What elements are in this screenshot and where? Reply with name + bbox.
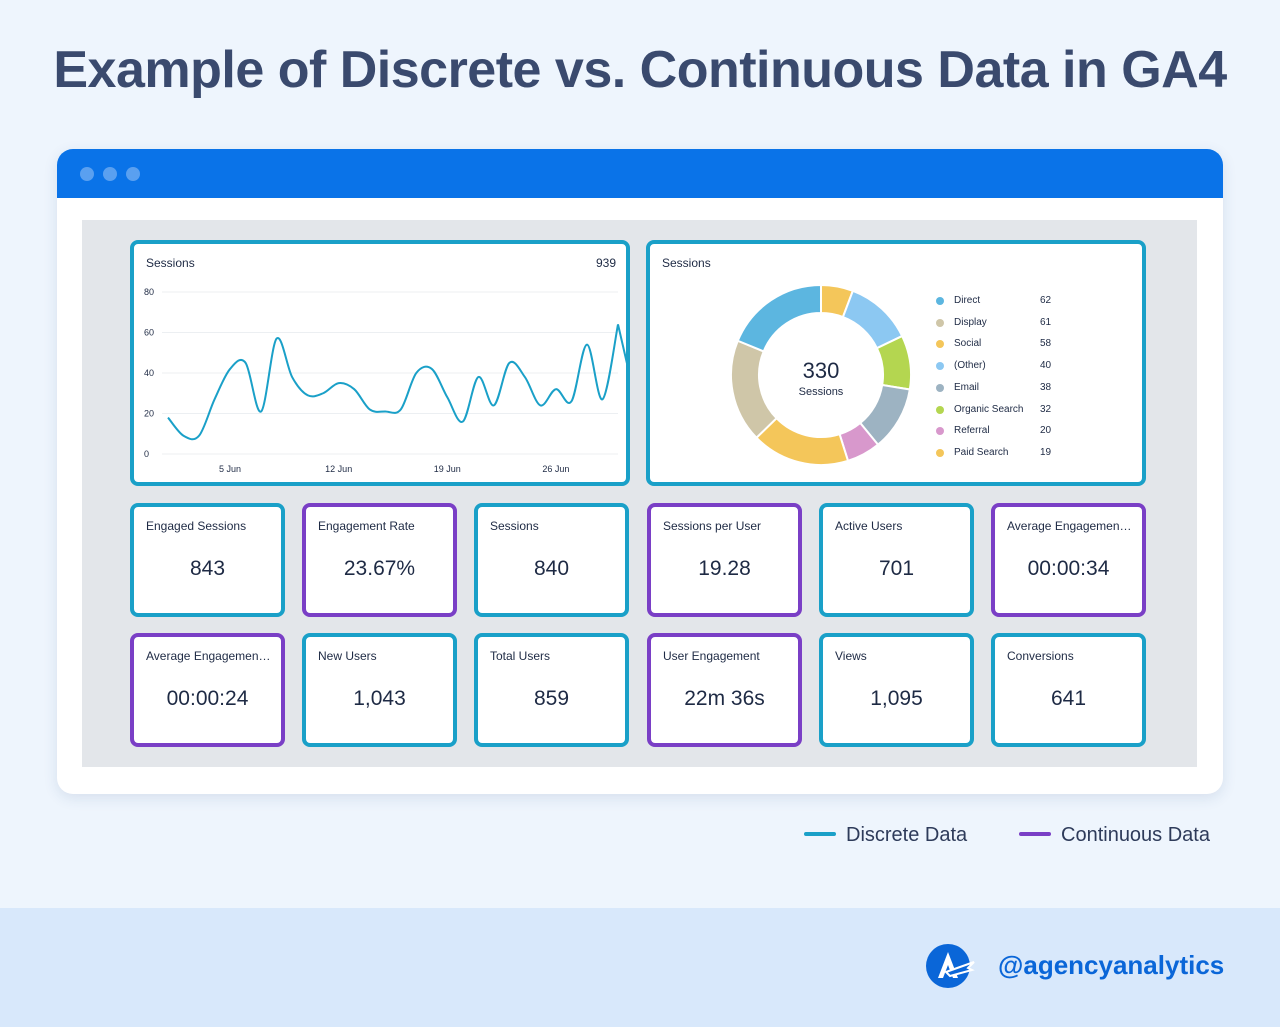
kpi-card-views[interactable]: Views 1,095 <box>819 633 974 747</box>
kpi-title: Total Users <box>490 649 551 663</box>
kpi-value: 00:00:24 <box>166 687 249 710</box>
footer: @agencyanalytics <box>0 908 1280 1027</box>
kpi-card-total-users[interactable]: Total Users 859 <box>474 633 629 747</box>
kpi-title: Engagement Rate <box>318 519 415 533</box>
legend-label: Organic Search <box>954 403 1024 415</box>
x-tick-label: 5 Jun <box>219 464 241 474</box>
kpi-card-active-users[interactable]: Active Users 701 <box>819 503 974 617</box>
legend-dot-icon <box>936 448 944 457</box>
line-chart-total: 939 <box>595 256 616 270</box>
x-tick-label: 26 Jun <box>542 464 569 474</box>
kpi-title: Average Engagement T... <box>1007 519 1134 533</box>
legend-value: 58 <box>1040 338 1052 350</box>
kpi-title: New Users <box>318 649 377 663</box>
window-dot-icon[interactable] <box>103 167 117 181</box>
kpi-title: Sessions per User <box>663 519 762 533</box>
kpi-card-new-users[interactable]: New Users 1,043 <box>302 633 457 747</box>
kpi-value: 843 <box>189 557 226 580</box>
legend-dot-icon <box>936 427 944 436</box>
sessions-line-chart-panel[interactable]: Sessions 939 0 20 40 60 80 5 Jun 12 Jun 19 Jun 2… <box>130 240 630 486</box>
legend-continuous-label: Continuous Data <box>1061 824 1210 846</box>
kpi-card-average-engagement-t[interactable]: Average Engagement T... 00:00:34 <box>991 503 1146 617</box>
kpi-title: Engaged Sessions <box>146 519 247 533</box>
y-tick-label: 40 <box>144 368 154 378</box>
kpi-value: 701 <box>878 557 915 580</box>
kpi-value: 641 <box>1050 687 1087 710</box>
brand-handle[interactable]: @agencyanalytics <box>998 950 1225 980</box>
kpi-card-conversions[interactable]: Conversions 641 <box>991 633 1146 747</box>
donut-slice-display[interactable] <box>730 339 778 440</box>
legend-discrete-label: Discrete Data <box>846 824 968 846</box>
sessions-donut-chart-panel[interactable]: Sessions 330 Sessions Direct 62 Display 61 So… <box>646 240 1146 486</box>
legend-dot-icon <box>936 297 944 305</box>
dashboard-canvas: Sessions 939 0 20 40 60 80 5 Jun 12 Jun 19 Jun 2… <box>82 220 1197 767</box>
kpi-value: 19.28 <box>698 557 751 580</box>
sessions-series-line[interactable] <box>167 324 626 441</box>
legend-value: 32 <box>1040 403 1052 415</box>
y-tick-label: 60 <box>144 328 154 338</box>
dashboard-window: Sessions 939 0 20 40 60 80 5 Jun 12 Jun 19 Jun 2… <box>57 149 1223 794</box>
page-title: Example of Discrete vs. Continuous Data … <box>53 41 1227 99</box>
legend-value: 38 <box>1040 381 1052 393</box>
donut-center-label: Sessions <box>799 386 844 398</box>
kpi-value: 840 <box>533 557 570 580</box>
y-tick-label: 80 <box>144 287 154 297</box>
kpi-title: Views <box>835 649 867 663</box>
legend-label: Direct <box>954 295 981 306</box>
legend-value: 19 <box>1040 446 1052 458</box>
y-tick-label: 20 <box>144 409 154 419</box>
y-tick-label: 0 <box>144 449 149 459</box>
kpi-card-user-engagement[interactable]: User Engagement 22m 36s <box>647 633 802 747</box>
kpi-card-sessions[interactable]: Sessions 840 <box>474 503 629 617</box>
legend-dot-icon <box>936 362 944 371</box>
legend-label: Referral <box>954 425 990 437</box>
discrete-swatch <box>804 831 836 836</box>
window-dot-icon[interactable] <box>80 167 94 181</box>
line-chart-svg: 0 20 40 60 80 5 Jun 12 Jun 19 Jun 26 Jun <box>144 287 626 474</box>
kpi-title: Active Users <box>835 519 903 533</box>
legend-dot-icon <box>936 340 944 349</box>
legend-label: Email <box>954 381 980 393</box>
legend-label: Paid Search <box>954 446 1009 458</box>
legend-value: 40 <box>1040 360 1052 372</box>
legend-dot-icon <box>936 318 944 327</box>
legend-label: Social <box>954 338 982 350</box>
kpi-value: 1,095 <box>870 687 923 710</box>
kpi-card-average-engagement-t[interactable]: Average Engagement T... 00:00:24 <box>130 633 285 747</box>
legend-continuous: Continuous Data <box>1019 824 1210 847</box>
legend-value: 62 <box>1040 295 1052 306</box>
legend-dot-icon <box>936 383 944 392</box>
agencyanalytics-logo-icon <box>926 944 975 988</box>
kpi-title: Conversions <box>1007 649 1074 663</box>
kpi-value: 23.67% <box>343 557 416 580</box>
x-tick-label: 12 Jun <box>325 464 352 474</box>
kpi-title: User Engagement <box>663 649 760 663</box>
kpi-card-engaged-sessions[interactable]: Engaged Sessions 843 <box>130 503 285 617</box>
continuous-swatch <box>1019 831 1051 836</box>
legend-value: 61 <box>1040 316 1052 328</box>
donut-slice-direct[interactable] <box>736 283 822 353</box>
legend-dot-icon <box>936 405 944 414</box>
donut-chart-svg: 330 Sessions <box>730 283 912 466</box>
kpi-value: 22m 36s <box>684 687 765 710</box>
legend-label: Display <box>954 316 987 328</box>
x-tick-label: 19 Jun <box>434 464 461 474</box>
window-dot-icon[interactable] <box>126 167 140 181</box>
legend-value: 20 <box>1040 425 1052 437</box>
kpi-title: Average Engagement T... <box>146 649 273 663</box>
kpi-value: 1,043 <box>353 687 406 710</box>
legend-discrete: Discrete Data <box>804 824 967 847</box>
window-titlebar <box>57 149 1223 198</box>
donut-center-value: 330 <box>803 358 840 383</box>
kpi-value: 00:00:34 <box>1027 557 1110 580</box>
kpi-value: 859 <box>533 687 570 710</box>
kpi-card-engagement-rate[interactable]: Engagement Rate 23.67% <box>302 503 457 617</box>
kpi-title: Sessions <box>490 519 539 533</box>
kpi-card-sessions-per-user[interactable]: Sessions per User 19.28 <box>647 503 802 617</box>
legend-label: (Other) <box>954 360 986 372</box>
